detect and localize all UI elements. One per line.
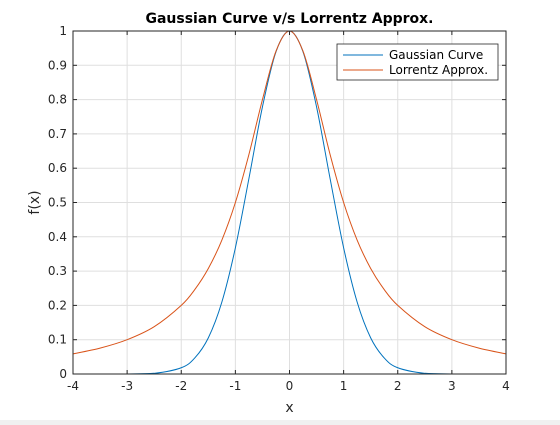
y-axis-label: f(x)	[27, 190, 43, 214]
y-tick-label: 0.6	[48, 161, 67, 175]
y-tick-label: 0.5	[48, 196, 67, 210]
x-tick-label: -2	[175, 379, 187, 393]
y-tick-labels: 0 0.1 0.2 0.3 0.4 0.5 0.6 0.7 0.8 0.9 1	[48, 24, 67, 381]
x-tick-labels: -4 -3 -2 -1 0 1 2 3 4	[67, 379, 510, 393]
x-tick-label: -1	[229, 379, 241, 393]
y-tick-label: 0.4	[48, 230, 67, 244]
x-tick-label: 2	[394, 379, 402, 393]
chart-title: Gaussian Curve v/s Lorrentz Approx.	[145, 11, 433, 27]
x-tick-label: -4	[67, 379, 79, 393]
tick-marks	[72, 30, 507, 375]
y-tick-label: 0.7	[48, 127, 67, 141]
x-axis-label: x	[285, 400, 293, 416]
legend-box	[336, 43, 499, 81]
y-tick-label: 0.3	[48, 264, 67, 278]
x-tick-label: -3	[121, 379, 133, 393]
legend-label-gaussian: Gaussian Curve	[389, 48, 483, 62]
y-tick-label: 0.9	[48, 58, 67, 72]
x-tick-label: 1	[340, 379, 348, 393]
x-tick-label: 0	[286, 379, 294, 393]
y-tick-label: 0.8	[48, 93, 67, 107]
y-tick-label: 0.1	[48, 333, 67, 347]
y-tick-label: 0	[59, 367, 67, 381]
legend-label-lorentz: Lorrentz Approx.	[389, 63, 488, 77]
legend: Gaussian Curve Lorrentz Approx.	[336, 43, 499, 81]
x-tick-label: 3	[448, 379, 456, 393]
y-tick-label: 1	[59, 24, 67, 38]
y-tick-label: 0.2	[48, 298, 67, 312]
x-tick-label: 4	[502, 379, 510, 393]
